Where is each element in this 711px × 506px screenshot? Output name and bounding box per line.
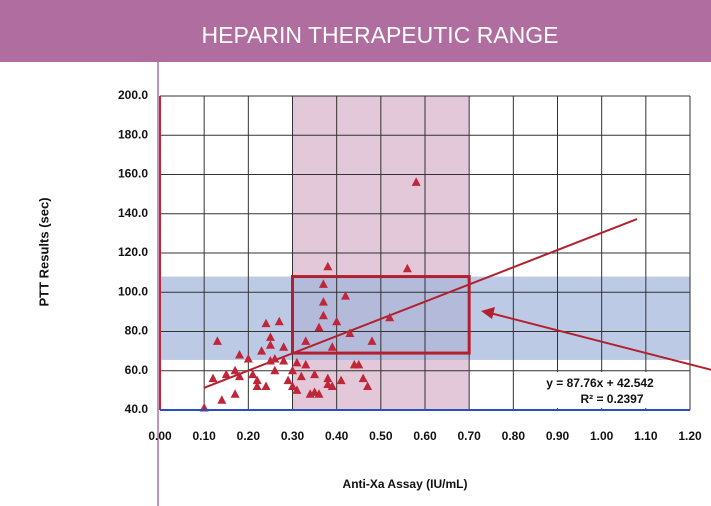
point [212, 336, 222, 345]
y-tick-label: 120.0 [118, 245, 148, 259]
point [336, 375, 346, 385]
point [363, 381, 373, 390]
point [261, 318, 271, 328]
point [288, 381, 297, 390]
point [358, 373, 368, 383]
x-tick-label: 0.20 [237, 429, 261, 443]
point [208, 373, 218, 383]
point [248, 369, 258, 379]
arrow [489, 312, 711, 371]
point [323, 373, 333, 383]
point [318, 310, 328, 320]
point [235, 371, 244, 381]
x-tick-label: 0.80 [502, 429, 526, 443]
point [314, 389, 324, 398]
point [345, 328, 355, 337]
point [252, 381, 262, 390]
point [314, 322, 324, 332]
point [274, 316, 284, 326]
point [332, 316, 342, 326]
point [292, 385, 302, 394]
x-tick-label: 0.10 [192, 429, 216, 443]
equation: y = 87.76x + 42.542 [546, 376, 654, 390]
point [265, 340, 275, 349]
point [327, 342, 337, 351]
point [385, 312, 395, 322]
point [310, 369, 320, 379]
point [367, 336, 377, 345]
point [279, 355, 289, 365]
y-tick-label: 80.0 [125, 324, 149, 338]
point [217, 395, 227, 404]
point [301, 336, 311, 345]
point [270, 353, 280, 363]
point [296, 371, 306, 381]
point [318, 297, 328, 306]
point [270, 365, 280, 375]
y-tick-label: 40.0 [125, 402, 149, 416]
x-tick-label: 0.00 [148, 429, 172, 443]
point [252, 375, 262, 385]
title-bar [0, 0, 711, 62]
equation-box [538, 372, 664, 408]
chart-title: HEPARIN THERAPEUTIC RANGE [202, 22, 559, 48]
point [288, 365, 297, 375]
x-tick-label: 0.60 [413, 429, 437, 443]
point [261, 381, 271, 390]
point [221, 369, 231, 379]
point [265, 332, 275, 341]
x-tick-label: 0.70 [457, 429, 481, 443]
x-tick-label: 1.10 [634, 429, 658, 443]
x-tick-label: 0.90 [546, 429, 570, 443]
point [411, 177, 421, 186]
point [235, 350, 244, 359]
point [230, 365, 240, 375]
r-squared: R² = 0.2397 [580, 392, 643, 406]
point [292, 357, 302, 367]
point [318, 279, 328, 288]
x-tick-label: 0.50 [369, 429, 393, 443]
y-tick-label: 200.0 [118, 88, 148, 102]
y-tick-label: 60.0 [125, 363, 149, 377]
y-tick-label: 100.0 [118, 284, 148, 298]
y-tick-label: 160.0 [118, 167, 148, 181]
point [341, 291, 350, 300]
point [257, 346, 267, 355]
y-tick-label: 140.0 [118, 206, 148, 220]
x-tick-label: 1.00 [590, 429, 614, 443]
point [283, 375, 293, 385]
y-tick-label: 180.0 [118, 127, 148, 141]
x-tick-label: 0.30 [281, 429, 305, 443]
target-box [291, 275, 471, 355]
y-axis-label: PTT Results (sec) [36, 197, 51, 306]
point [230, 389, 240, 398]
x-tick-label: 1.20 [678, 429, 702, 443]
point [354, 359, 364, 369]
point [327, 381, 337, 390]
arrow-head [481, 307, 495, 319]
point [243, 353, 253, 363]
x-tick-label: 0.40 [325, 429, 349, 443]
point [323, 261, 333, 271]
point [279, 342, 289, 351]
x-axis-label: Anti-Xa Assay (IU/mL) [343, 477, 468, 491]
point [301, 359, 311, 369]
point [402, 263, 412, 273]
